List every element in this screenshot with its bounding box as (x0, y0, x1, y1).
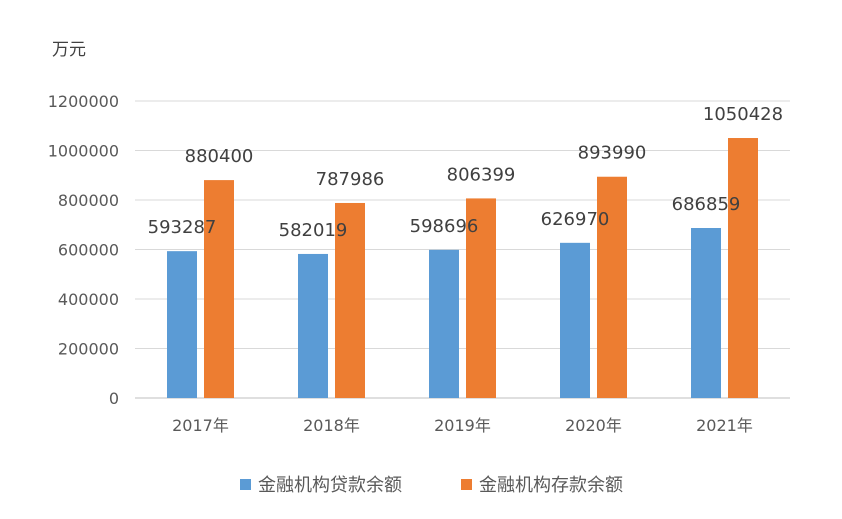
bar-deposits (728, 138, 758, 398)
data-label: 806399 (447, 164, 516, 185)
legend-label-loans: 金融机构贷款余额 (258, 475, 402, 496)
x-tick-label: 2021年 (696, 416, 753, 435)
y-tick-label: 400000 (58, 290, 119, 309)
y-tick-label: 200000 (58, 340, 119, 359)
x-tick-label: 2020年 (565, 416, 622, 435)
y-tick-label: 0 (109, 389, 119, 408)
x-tick-label: 2019年 (434, 416, 491, 435)
gridlines (135, 100, 790, 399)
legend-label-deposits: 金融机构存款余额 (479, 475, 623, 496)
data-label: 582019 (279, 220, 348, 241)
x-axis-ticks: 2017年 2018年 2019年 2020年 2021年 (172, 416, 753, 435)
data-label: 686859 (672, 194, 741, 215)
data-label: 598696 (410, 216, 479, 237)
bar-deposits (335, 202, 365, 398)
bar-loans (429, 249, 459, 398)
y-tick-label: 600000 (58, 241, 119, 260)
legend: 金融机构贷款余额 金融机构存款余额 (240, 475, 623, 496)
bar-loans (560, 242, 590, 398)
bar-loans (167, 251, 197, 398)
data-label: 880400 (185, 146, 254, 167)
x-tick-label: 2017年 (172, 416, 229, 435)
bar-deposits (597, 176, 627, 398)
bar-loans (298, 253, 328, 398)
y-axis-ticks: 0 200000 400000 600000 800000 1000000 1200000 (48, 92, 119, 408)
x-tick-label: 2018年 (303, 416, 360, 435)
bar-deposits (466, 198, 496, 398)
data-label: 1050428 (703, 104, 783, 125)
data-label: 626970 (541, 209, 610, 230)
y-axis-unit-label: 万元 (52, 40, 86, 60)
bar-deposits (204, 180, 234, 398)
legend-swatch-deposits (461, 479, 472, 490)
legend-swatch-loans (240, 479, 251, 490)
y-tick-label: 1000000 (48, 142, 119, 161)
data-label: 787986 (316, 169, 385, 190)
bars (167, 138, 758, 398)
y-tick-label: 800000 (58, 191, 119, 210)
bar-loans (691, 228, 721, 398)
y-tick-label: 1200000 (48, 92, 119, 111)
data-label: 893990 (578, 143, 647, 164)
data-labels: 593287 880400 582019 787986 598696 806399 6269… (148, 104, 783, 241)
data-label: 593287 (148, 217, 217, 238)
